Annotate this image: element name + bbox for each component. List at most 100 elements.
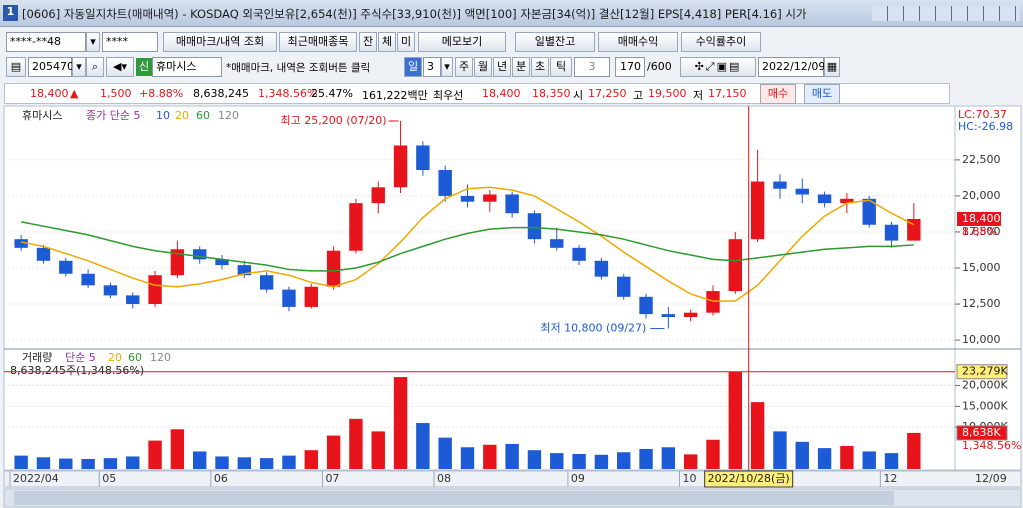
calendar-button[interactable]: ▦ [824,57,840,77]
volume-bar [483,444,497,469]
scroll-thumb[interactable] [14,491,894,505]
volume-bar [661,447,676,469]
legend-item: 단순 5 [65,351,96,364]
icon-button[interactable]: ▤ [6,57,26,77]
candle-body [527,213,542,240]
volume-bar [14,455,28,469]
candle-body [14,239,28,248]
quote-rate: +8.88% [139,87,184,100]
x-tick-label: 10 [683,472,697,485]
password-input[interactable]: **** [102,32,158,52]
volume-bar [750,402,765,469]
plot-background [3,105,956,471]
candle-body [59,260,73,274]
quote-volume: 8,638,245 [193,87,249,100]
candle-body [728,239,742,292]
candle-body [237,265,252,276]
legend-item: 120 [150,351,171,364]
candle-body [193,249,207,260]
period-button[interactable]: 년 [493,57,511,77]
button[interactable]: 매매마크/내역 조회 [163,32,277,52]
dropdown[interactable]: ▾ [441,57,453,77]
y-tick-label: 10,000 [962,333,1001,346]
button[interactable]: 체 [378,32,396,52]
volume-bar [884,453,899,469]
x-end-label: 12/09 [975,472,1007,485]
rate-label: 1,348.56% [962,439,1021,452]
volume-bar [550,453,564,469]
y-tick-label: 22,500 [962,153,1001,166]
volume-bar [81,458,95,469]
value-label: 8,638K [962,426,1001,439]
x-tick-label: 07 [325,472,339,485]
period-button[interactable]: 주 [455,57,473,77]
candle-body [550,239,564,248]
volume-bar [237,457,252,469]
count-input[interactable]: 170 [615,57,645,77]
button[interactable]: 잔 [359,32,377,52]
price-box [957,211,1001,226]
volume-bar [259,458,274,469]
period-input[interactable]: 3 [423,57,441,77]
count-max: /600 [647,60,672,73]
legend-item: 120 [218,109,239,122]
window-title: [0606] 자동일지차트(매매내역) - KOSDAQ 외국인보유[2,654… [22,7,807,21]
candle-body [617,276,631,297]
period-button[interactable]: 초 [531,57,549,77]
value-box [956,364,1008,380]
y-tick-label: 12,500 [962,297,1001,310]
dropdown[interactable]: ▾ [72,57,86,77]
sound-button[interactable]: ◀▾ [106,57,134,77]
volume-bar [36,457,51,469]
dropdown[interactable]: ▾ [86,32,100,52]
volume-bar [148,440,162,469]
period-input[interactable]: 3 [574,57,610,77]
x-tick-label: 08 [437,472,451,485]
period-button[interactable]: 일 [404,57,422,77]
quote-ask: 18,400 [482,87,521,100]
code-input[interactable]: 205470 [28,57,74,77]
label: 고 [633,89,644,102]
button[interactable]: 수익률추이 [681,32,761,52]
tool-buttons[interactable]: ✣⤢▣▤ [680,57,756,77]
period-button[interactable]: 틱 [550,57,572,77]
candle-body [862,198,876,225]
volume-bar [795,441,809,469]
period-button[interactable]: 분 [512,57,530,77]
candle-body [594,260,609,277]
candle-body [483,194,497,202]
candle-body [884,224,899,241]
legend-item: 20 [108,351,122,364]
window-controls[interactable] [872,6,1020,21]
volume-bar [215,456,229,469]
candle-body [304,286,318,307]
volume-bar [460,447,475,469]
volume-bar [326,435,341,469]
candle-body [773,181,787,189]
window-icon: 1 [3,5,18,21]
button[interactable]: 일별잔고 [515,32,595,52]
moving-average [21,221,914,272]
quote-open: 17,250 [588,87,627,100]
button[interactable]: 미 [397,32,415,52]
x-tick-label: 12 [883,472,897,485]
quote-arrow: ▲ [70,87,79,100]
period-button[interactable]: 월 [474,57,492,77]
volume-bar [282,455,296,469]
button[interactable]: 매매수익 [598,32,678,52]
account-input[interactable]: ****-**48 [6,32,86,52]
search-button[interactable]: ⌕ [86,57,104,77]
button[interactable]: 메모보기 [418,32,506,52]
candle-body [215,259,229,266]
rate-label: 8.88% [962,225,997,238]
price-label: 18,400 [962,212,1001,225]
volume-bar [706,439,720,469]
buy-button[interactable]: 매수 [760,84,796,104]
volume-bar [594,454,609,469]
button[interactable]: 최근매매종목 [279,32,357,52]
volume-bar [371,431,385,469]
quote-high: 19,500 [648,87,687,100]
sell-button[interactable]: 매도 [804,84,840,104]
date-input[interactable]: 2022/12/09 [758,57,825,77]
volume-bar [304,450,318,469]
